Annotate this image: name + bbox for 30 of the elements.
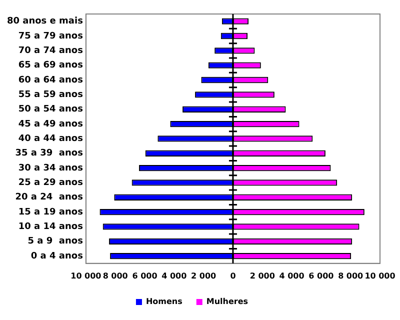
y-tick-label: 70 a 74 anos [18, 46, 83, 56]
y-tick-label: 75 a 79 anos [18, 31, 83, 42]
x-tick-label: 10 000 [70, 271, 102, 280]
x-tick-label: 8 000 [102, 271, 128, 280]
x-tick-label: 4 000 [279, 271, 305, 280]
x-tick-label: 6 000 [308, 271, 334, 280]
y-tick-label: 20 a 24 anos [15, 192, 83, 203]
y-tick-label: 55 a 59 anos [18, 90, 83, 100]
x-tick-label: 2 000 [250, 271, 276, 280]
legend-label: Mulheres [206, 297, 248, 306]
y-tick-label: 5 a 9 anos [28, 236, 83, 247]
y-tick-label: 45 a 49 anos [18, 119, 83, 130]
x-tick-label: 0 [230, 271, 236, 280]
y-tick-label: 65 a 69 anos [18, 60, 83, 71]
legend-label: Homens [146, 297, 183, 306]
y-tick-label: 25 a 29 anos [18, 178, 83, 188]
y-tick-label: 80 anos e mais [6, 16, 83, 27]
y-tick-label: 50 a 54 anos [18, 104, 83, 115]
y-tick-label: 60 a 64 anos [18, 75, 83, 86]
x-tick-label: 8 000 [338, 271, 364, 280]
y-tick-label: 0 a 4 anos [30, 251, 83, 262]
x-tick-label: 2 000 [191, 271, 217, 280]
y-tick-label: 30 a 34 anos [18, 163, 83, 174]
x-tick-label: 10 000 [364, 271, 396, 280]
y-tick-label: 15 a 19 anos [18, 207, 83, 218]
y-tick-label: 10 a 14 anos [18, 222, 83, 232]
x-tick-label: 4 000 [162, 271, 188, 280]
y-tick-label: 35 a 39 anos [15, 148, 83, 159]
y-tick-label: 40 a 44 anos [18, 134, 83, 144]
x-tick-label: 6 000 [132, 271, 158, 280]
